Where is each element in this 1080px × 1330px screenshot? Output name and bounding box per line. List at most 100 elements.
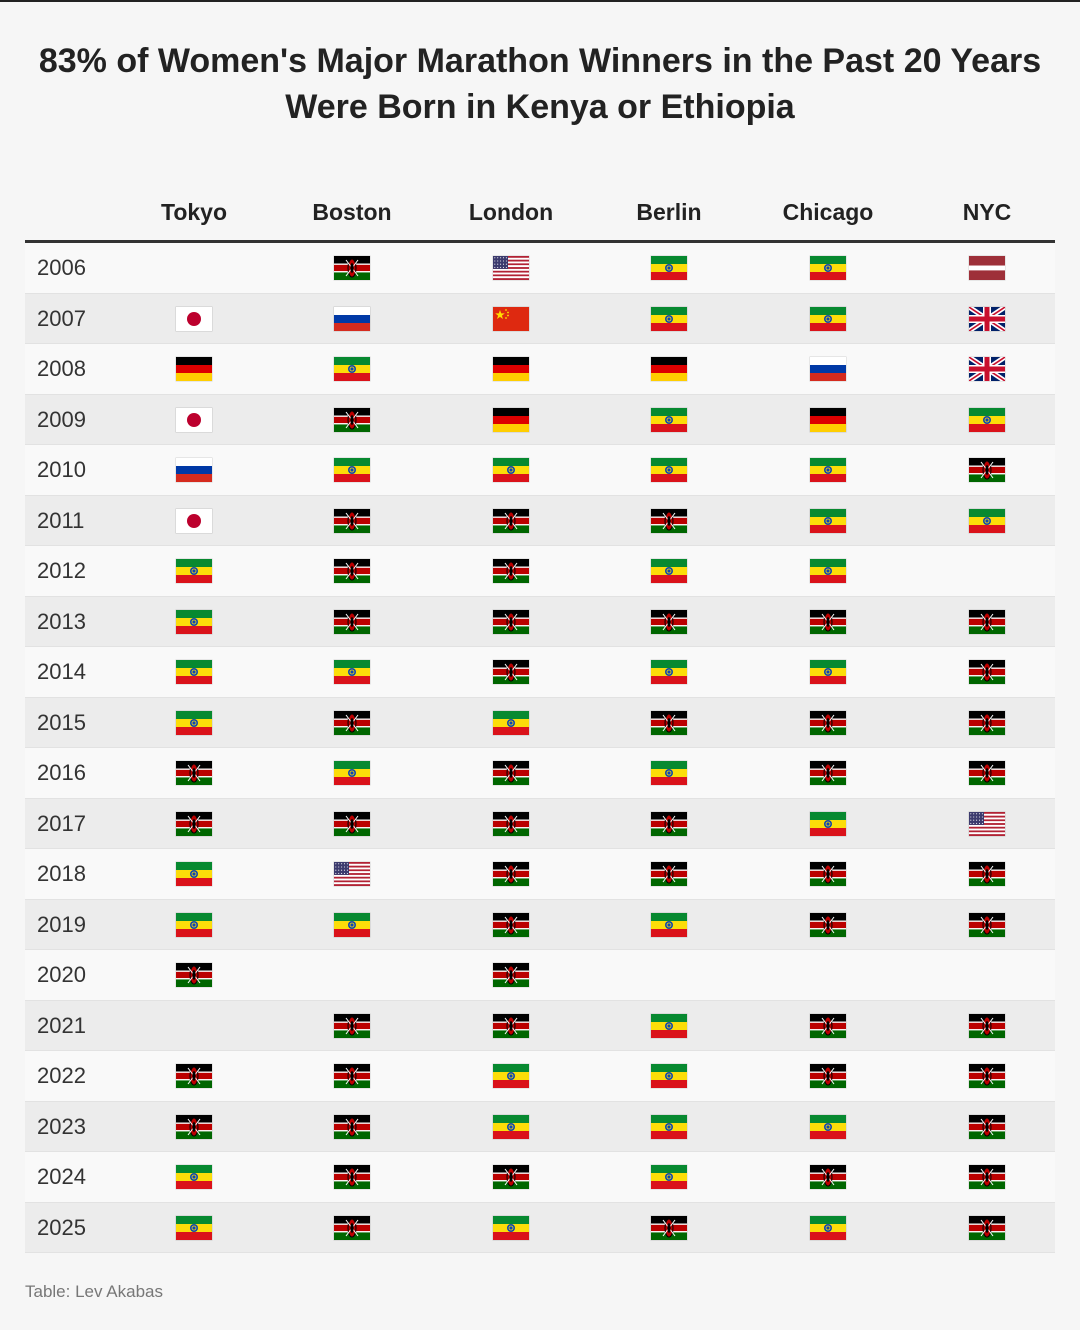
russia-flag-icon [176,458,212,482]
ethiopia-flag-icon [176,912,212,937]
kenya-flag-icon [651,862,687,886]
row-year: 2023 [37,1113,86,1139]
kenya-flag-icon [493,862,529,886]
ethiopia-flag-icon [810,559,846,583]
kenya-flag-icon [493,761,529,785]
table-row: 2007 [25,293,1055,344]
ethiopia-flag-icon [810,256,846,280]
table-row: 2010 [25,445,1055,496]
kenya-flag-icon [969,1114,1005,1139]
usa-flag-icon [493,256,529,281]
kenya-flag-icon [334,559,370,583]
germany-flag-icon [493,407,529,432]
table-row: 2018 [25,849,1055,900]
ethiopia-flag-icon [810,306,846,331]
ethiopia-flag-icon [651,1165,687,1189]
table-row: 2016 [25,748,1055,799]
title-line-2: Were Born in Kenya or Ethiopia [285,88,795,126]
table-row: 2023 [25,1101,1055,1152]
ethiopia-flag-icon [651,761,687,785]
kenya-flag-icon [176,761,212,785]
russia-flag-icon [810,357,846,381]
kenya-flag-icon [969,710,1005,735]
ethiopia-flag-icon [493,1114,529,1139]
kenya-flag-icon [969,660,1005,684]
table-row: 2006 [25,243,1055,294]
kenya-flag-icon [969,761,1005,785]
ethiopia-flag-icon [334,458,370,482]
japan-flag-icon [176,508,212,533]
kenya-flag-icon [493,1165,529,1189]
ethiopia-flag-icon [176,660,212,684]
kenya-flag-icon [651,1215,687,1240]
ethiopia-flag-icon [334,357,370,381]
row-year: 2007 [37,305,86,331]
row-year: 2009 [37,406,86,432]
table-row: 2014 [25,647,1055,698]
kenya-flag-icon [334,1064,370,1088]
uk-flag-icon [967,304,1007,333]
table-row: 2025 [25,1202,1055,1253]
ethiopia-flag-icon [810,811,846,836]
table-row: 2009 [25,394,1055,445]
kenya-flag-icon [493,811,529,836]
table-row: 2015 [25,697,1055,748]
table-row: 2024 [25,1152,1055,1203]
ethiopia-flag-icon [651,660,687,684]
kenya-flag-icon [334,508,370,533]
kenya-flag-icon [334,1013,370,1038]
kenya-flag-icon [810,1165,846,1189]
kenya-flag-icon [969,609,1005,634]
ethiopia-flag-icon [810,508,846,533]
germany-flag-icon [810,407,846,432]
kenya-flag-icon [493,508,529,533]
ethiopia-flag-icon [493,1064,529,1088]
uk-flag-icon [967,354,1007,384]
kenya-flag-icon [334,1215,370,1240]
china-flag-icon [493,306,529,331]
page-title: 83% of Women's Major Marathon Winners in… [0,38,1080,130]
kenya-flag-icon [493,609,529,634]
row-year: 2024 [37,1164,86,1189]
column-header-nyc: NYC [962,199,1012,225]
japan-flag-icon [176,407,212,432]
winners-table-body: 2006 2007 2008 2009 2010 2011 2012 2013 2014 2015… [25,243,1055,1253]
ethiopia-flag-icon [493,710,529,735]
kenya-flag-icon [651,609,687,634]
table-row: 2020 [25,950,1055,1001]
ethiopia-flag-icon [651,1114,687,1139]
kenya-flag-icon [493,660,529,684]
kenya-flag-icon [493,963,529,987]
column-header-berlin: Berlin [636,199,702,225]
row-year: 2015 [37,709,86,735]
title-line-1: 83% of Women's Major Marathon Winners in… [38,42,1042,80]
kenya-flag-icon [810,912,846,937]
ethiopia-flag-icon [493,458,529,482]
ethiopia-flag-icon [651,407,687,432]
row-year: 2006 [37,255,86,280]
kenya-flag-icon [651,811,687,836]
kenya-flag-icon [493,912,529,937]
kenya-flag-icon [334,256,370,280]
row-year: 2025 [37,1214,86,1240]
ethiopia-flag-icon [176,1215,212,1240]
kenya-flag-icon [176,1064,212,1088]
ethiopia-flag-icon [176,710,212,735]
ethiopia-flag-icon [176,559,212,583]
ethiopia-flag-icon [651,458,687,482]
column-header-row: Tokyo Boston London Berlin Chicago NYC [0,192,1080,236]
column-header-london: London [468,199,554,225]
kenya-flag-icon [334,1114,370,1139]
table-row: 2012 [25,546,1055,597]
kenya-flag-icon [810,1013,846,1038]
kenya-flag-icon [493,1013,529,1038]
kenya-flag-icon [334,811,370,836]
ethiopia-flag-icon [176,862,212,886]
row-year: 2011 [37,507,85,533]
russia-flag-icon [334,306,370,331]
kenya-flag-icon [176,1114,212,1139]
source-credit: Table: Lev Akabas [25,1282,163,1301]
kenya-flag-icon [969,1013,1005,1038]
row-year: 2021 [37,1012,86,1038]
